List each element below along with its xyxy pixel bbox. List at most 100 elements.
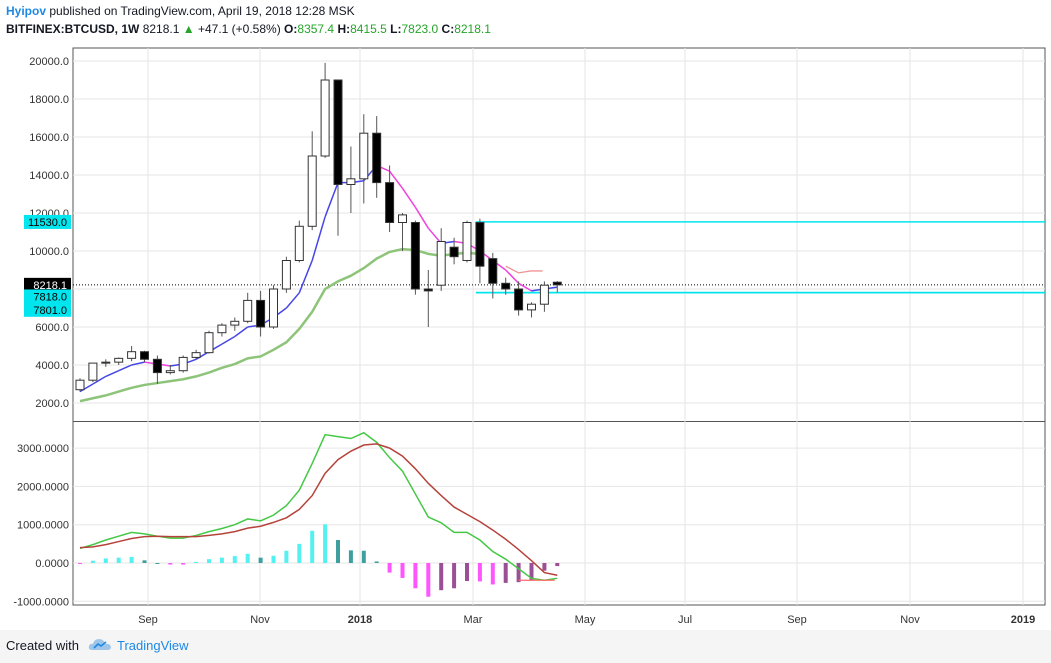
macd-histogram-bar <box>400 563 405 578</box>
candle-body[interactable] <box>410 222 420 290</box>
macd-histogram-bar <box>374 561 379 563</box>
macd-histogram-bar <box>439 563 444 591</box>
candle-body[interactable] <box>552 281 562 286</box>
candle-body[interactable] <box>539 284 549 305</box>
macd-histogram-bar <box>465 563 469 582</box>
published-text: published on TradingView.com, April 19, … <box>49 4 355 18</box>
time-tick-label: Mar <box>464 614 483 626</box>
price-tick-label: 4000.0 <box>35 360 69 372</box>
candle-body[interactable] <box>488 258 498 284</box>
ema-short-segment <box>427 227 442 244</box>
candle-body[interactable] <box>127 351 137 359</box>
macd-histogram-bar <box>103 558 108 563</box>
ema-future-line <box>505 265 543 274</box>
candle-body[interactable] <box>140 351 149 360</box>
candle-body[interactable] <box>152 358 162 374</box>
candle-body[interactable] <box>217 324 227 334</box>
candle-body[interactable] <box>320 79 330 157</box>
close-label: C: <box>441 22 455 36</box>
ema-short-segment <box>518 282 532 292</box>
publish-line: Hyipov published on TradingView.com, Apr… <box>6 4 355 18</box>
time-tick-label: Jul <box>678 614 692 626</box>
macd-histogram-bar <box>503 563 508 583</box>
macd-histogram-bar <box>219 557 224 563</box>
candle-body[interactable] <box>398 214 407 223</box>
candle-body[interactable] <box>527 303 536 311</box>
macd-histogram-bar <box>413 563 418 589</box>
candle-body[interactable] <box>307 155 317 227</box>
author-name[interactable]: Hyipov <box>6 4 47 18</box>
tradingview-brand-link[interactable]: TradingView <box>117 638 189 653</box>
macd-tick-label: 3000.0000 <box>17 443 69 455</box>
candle-body[interactable] <box>269 288 278 328</box>
macd-histogram-bar <box>297 543 302 563</box>
ema-short-segment <box>131 361 145 366</box>
ema-short-segment <box>311 216 326 261</box>
price-tick-label: 10000.0 <box>29 246 69 258</box>
ema-short-segment <box>234 326 249 338</box>
tradingview-cloud-icon[interactable] <box>88 636 112 654</box>
chart-area[interactable]: 2000.04000.06000.08000.010000.012000.014… <box>0 40 1051 630</box>
macd-histogram-bar <box>245 553 250 563</box>
macd-tick-label: 0.0000 <box>35 558 69 570</box>
candle-body[interactable] <box>514 288 524 311</box>
macd-histogram-bar <box>194 561 199 563</box>
candle-body[interactable] <box>423 288 433 292</box>
ema-short-segment <box>79 383 94 393</box>
candle-body[interactable] <box>449 246 459 258</box>
ema-short-segment <box>414 206 429 229</box>
price-tick-label: 20000.0 <box>29 56 69 68</box>
candle-body[interactable] <box>88 362 98 381</box>
ohlc-line: BITFINEX:BTCUSD, 1W 8218.1 ▲ +47.1 (+0.5… <box>6 22 491 36</box>
candle-body[interactable] <box>333 79 343 185</box>
open-label: O: <box>284 22 298 36</box>
footer: Created with TradingView <box>0 630 1051 663</box>
ema-short-segment <box>118 364 132 372</box>
time-tick-label: 2019 <box>1011 614 1035 626</box>
candle-body[interactable] <box>230 320 240 326</box>
price-tag-label: 7818.0 <box>33 291 67 303</box>
candle-body[interactable] <box>462 222 472 261</box>
candle-body[interactable] <box>372 132 382 184</box>
candle-body[interactable] <box>204 332 214 354</box>
candle-body[interactable] <box>165 370 175 374</box>
candle-body[interactable] <box>385 182 395 224</box>
ema-short-segment <box>105 370 120 378</box>
candle-body[interactable] <box>359 132 369 180</box>
candle-body[interactable] <box>178 356 188 372</box>
ema-short-segment <box>92 375 107 385</box>
macd-histogram-bar <box>181 563 186 565</box>
candle-body[interactable] <box>475 222 485 267</box>
candle-body[interactable] <box>501 282 511 290</box>
candle-body[interactable] <box>243 299 253 322</box>
macd-histogram-bar <box>78 563 82 564</box>
candle-body[interactable] <box>75 379 85 391</box>
macd-histogram-bar <box>116 557 121 563</box>
low-value: 7823.0 <box>401 22 439 36</box>
candle-body[interactable] <box>436 241 446 286</box>
candle-body[interactable] <box>281 260 291 290</box>
price-tag-background <box>24 214 71 229</box>
candle-body[interactable] <box>114 357 124 363</box>
macd-histogram-bar <box>387 563 392 573</box>
up-arrow-icon: ▲ <box>182 22 195 36</box>
close-value: 8218.1 <box>454 22 491 36</box>
ema-short-segment <box>505 269 520 284</box>
candle-body[interactable] <box>294 225 304 262</box>
candle-body[interactable] <box>256 299 266 328</box>
time-tick-label: Nov <box>250 614 270 626</box>
macd-histogram-bar <box>155 563 160 564</box>
macd-histogram-bar <box>529 563 534 581</box>
macd-histogram-bar <box>90 560 95 563</box>
last-price: 8218.1 <box>142 22 180 36</box>
candle-body[interactable] <box>191 352 201 358</box>
price-tick-label: 16000.0 <box>29 132 69 144</box>
macd-histogram-bar <box>361 550 366 563</box>
candle-body[interactable] <box>101 361 111 364</box>
macd-histogram-bar <box>477 563 482 582</box>
change-value: +47.1 (+0.58%) <box>197 22 281 36</box>
candle-body[interactable] <box>346 178 356 186</box>
macd-histogram-bar <box>168 563 173 565</box>
ema-short-segment <box>324 182 339 218</box>
macd-histogram-bar <box>426 563 431 597</box>
